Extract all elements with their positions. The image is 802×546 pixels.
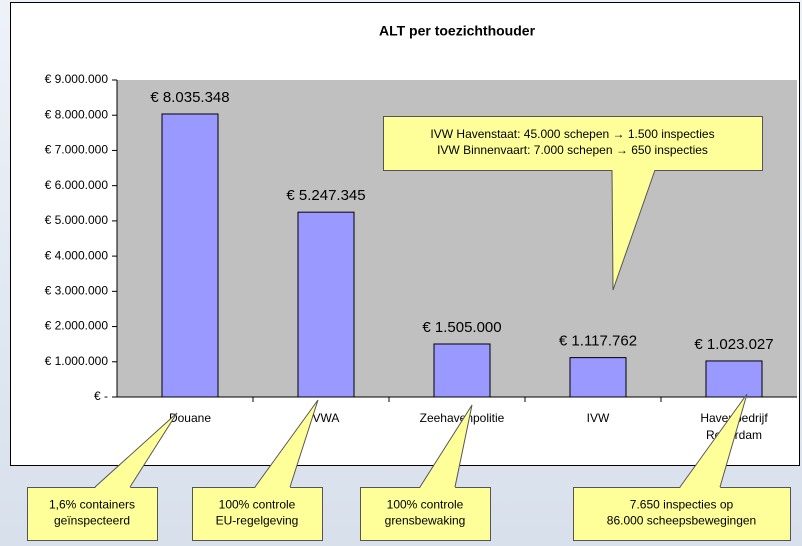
y-tick-label: € 4.000.000 xyxy=(45,248,109,262)
callout-text: 1,6% containers xyxy=(49,498,135,512)
value-label: € 5.247.345 xyxy=(286,187,365,204)
value-label: € 1.117.762 xyxy=(559,333,637,350)
callout-box xyxy=(383,116,763,171)
callout-tail-edge xyxy=(679,393,748,488)
callout-tail-edge xyxy=(94,412,178,488)
x-tick-label: IVW xyxy=(587,411,610,425)
y-tick-label: € 5.000.000 xyxy=(45,213,109,227)
callout-box xyxy=(360,487,491,541)
y-tick-label: € 9.000.000 xyxy=(45,72,109,86)
y-tick-label: € 6.000.000 xyxy=(45,178,109,192)
y-tick-label: € 8.000.000 xyxy=(45,107,109,121)
callout: 100% controle grensbewaking xyxy=(360,404,491,541)
callout-text: IVW Binnenvaart: 7.000 schepen → 650 ins… xyxy=(437,143,708,157)
bar xyxy=(433,343,491,398)
callout-tail-edge xyxy=(611,169,656,291)
callout-text: EU-regelgeving xyxy=(216,514,299,528)
callout: 1,6% containers geïnspecteerd xyxy=(27,412,178,541)
callout-text: 86.000 scheepsbewegingen xyxy=(607,514,756,528)
bar xyxy=(161,113,219,398)
callout-box xyxy=(27,487,158,541)
callout-text: geïnspecteerd xyxy=(54,514,130,528)
chart-title: ALT per toezichthouder xyxy=(379,23,536,39)
callout-text: 100% controle xyxy=(387,498,464,512)
x-tick-label: Douane xyxy=(169,411,211,425)
y-tick-label: € 1.000.000 xyxy=(45,354,109,368)
bar xyxy=(705,360,763,398)
callout-tail-edge xyxy=(419,404,473,488)
bar xyxy=(297,211,355,398)
callout-text: IVW Havenstaat: 45.000 schepen → 1.500 i… xyxy=(430,127,714,141)
value-label: € 1.505.000 xyxy=(422,319,501,336)
x-tick-label: VWA xyxy=(313,411,340,425)
callout: 7.650 inspecties op 86.000 scheepsbewegin… xyxy=(573,393,791,541)
callout-box xyxy=(573,487,791,541)
y-tick-label: € - xyxy=(94,389,108,403)
bar xyxy=(569,357,627,398)
x-tick-label: Zeehavenpolitie xyxy=(420,411,505,425)
y-tick-label: € 3.000.000 xyxy=(45,284,109,298)
callout: IVW Havenstaat: 45.000 schepen → 1.500 i… xyxy=(383,116,763,291)
y-tick-label: € 2.000.000 xyxy=(45,319,109,333)
value-label: € 8.035.348 xyxy=(150,89,229,106)
callout-text: 100% controle xyxy=(219,498,296,512)
value-label: € 1.023.027 xyxy=(694,336,773,353)
callout-text: 7.650 inspecties op xyxy=(630,498,734,512)
y-tick-label: € 7.000.000 xyxy=(45,143,109,157)
callout-text: grensbewaking xyxy=(385,514,466,528)
callout-box xyxy=(192,487,323,541)
callout-tail-edge xyxy=(254,399,319,488)
callout: 100% controle EU-regelgeving xyxy=(192,399,323,541)
